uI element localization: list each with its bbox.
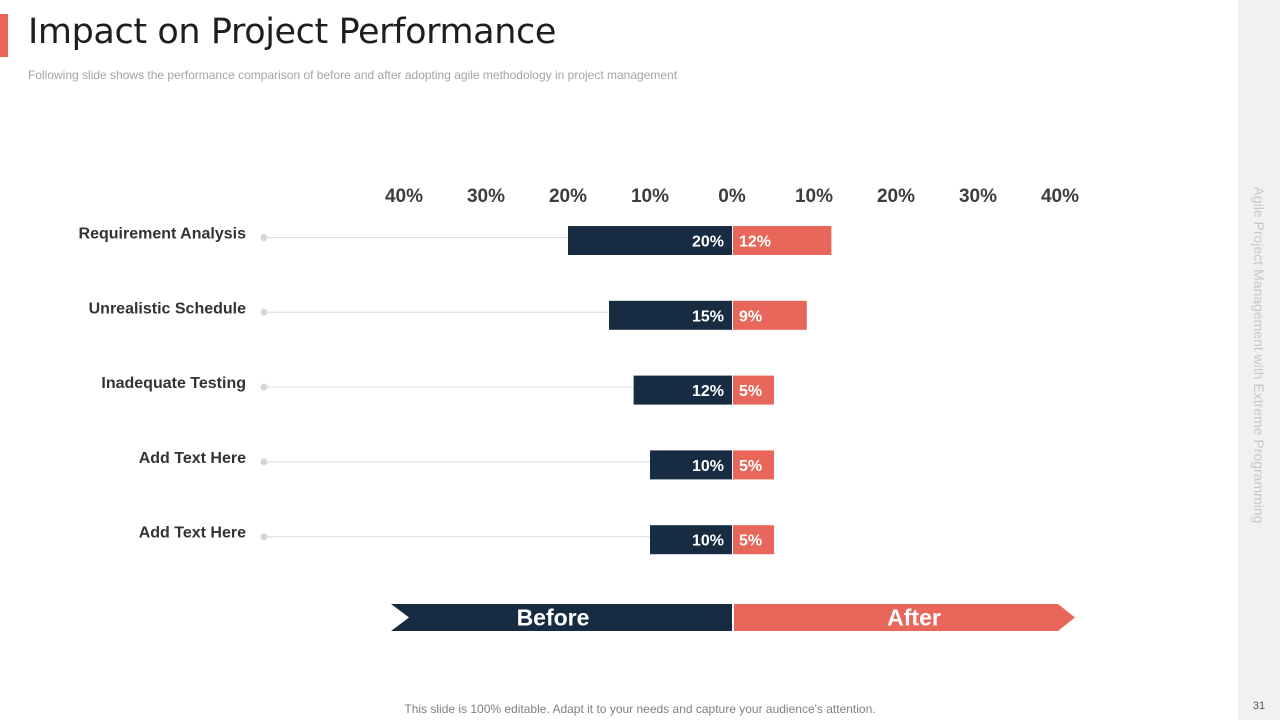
- bar-before-label: 12%: [692, 383, 724, 400]
- x-tick-label: 30%: [467, 186, 505, 207]
- side-panel-label: Agile Project Management with Extreme Pr…: [1251, 186, 1267, 524]
- category-label: Requirement Analysis: [79, 226, 247, 243]
- x-tick-label: 40%: [1041, 186, 1079, 207]
- category-label: Add Text Here: [139, 450, 246, 467]
- bar-after: [733, 450, 774, 480]
- bar-before-label: 15%: [692, 308, 724, 325]
- legend-before-arrow: [391, 604, 732, 631]
- side-panel: [1238, 0, 1280, 720]
- bar-after-label: 5%: [739, 458, 762, 475]
- bar-before-label: 10%: [692, 458, 724, 475]
- bar-before-label: 10%: [692, 533, 724, 550]
- legend-after-label: After: [887, 605, 941, 631]
- legend-before-label: Before: [517, 605, 590, 631]
- bar-before: [609, 300, 732, 330]
- bar-after-label: 12%: [739, 234, 771, 251]
- bar-after: [733, 226, 832, 255]
- bar-before: [650, 525, 732, 555]
- page-number: 31: [1252, 700, 1266, 712]
- category-label: Inadequate Testing: [101, 375, 246, 392]
- page-title: Impact on Project Performance: [28, 12, 556, 52]
- bar-after: [733, 300, 807, 330]
- bar-before-label: 20%: [692, 234, 724, 251]
- x-tick-label: 30%: [959, 186, 997, 207]
- bar-before: [650, 450, 732, 480]
- x-tick-label: 20%: [877, 186, 915, 207]
- bar-after-label: 9%: [739, 308, 762, 325]
- x-tick-label: 10%: [631, 186, 669, 207]
- category-label: Unrealistic Schedule: [89, 300, 246, 317]
- x-tick-label: 20%: [549, 186, 587, 207]
- legend-after-arrow: [734, 604, 1075, 631]
- page-subtitle: Following slide shows the performance co…: [28, 68, 678, 82]
- diverging-bar-chart: 40% 30% 20% 10% 0% 10% 20% 30% 40% Requirement An…: [79, 186, 1079, 631]
- bar-before: [568, 226, 732, 255]
- bar-after-label: 5%: [739, 533, 762, 550]
- x-tick-label: 10%: [795, 186, 833, 207]
- category-label: Add Text Here: [139, 525, 246, 542]
- bar-after: [733, 525, 774, 555]
- x-tick-label: 0%: [718, 186, 746, 207]
- bar-after-label: 5%: [739, 383, 762, 400]
- x-tick-label: 40%: [385, 186, 423, 207]
- bar-before: [633, 375, 732, 405]
- title-accent-bar: [0, 14, 8, 57]
- bar-after: [733, 375, 774, 405]
- footer-note: This slide is 100% editable. Adapt it to…: [404, 702, 876, 716]
